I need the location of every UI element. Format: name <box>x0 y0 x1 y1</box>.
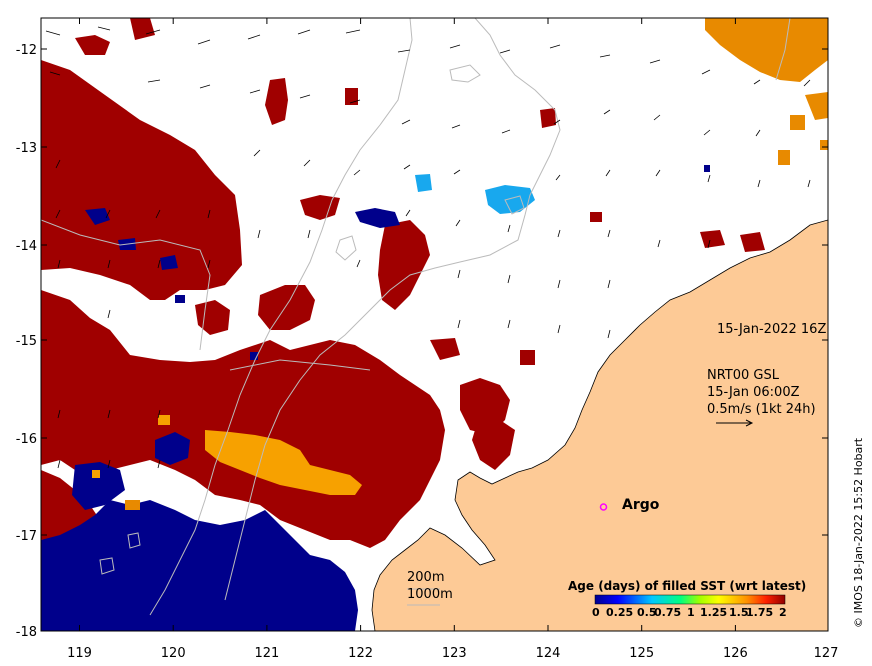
colorbar-tick-0: 0 <box>592 606 600 619</box>
colorbar <box>594 594 786 605</box>
sst-region-light-blue <box>415 174 535 214</box>
colorbar-tick-125: 1.25 <box>700 606 728 619</box>
current-time-label: 15-Jan 06:00Z <box>707 385 800 400</box>
current-title-label: NRT00 GSL <box>707 368 779 383</box>
argo-marker <box>599 503 608 511</box>
land-australia <box>371 219 828 631</box>
x-tick-label: 127 <box>814 646 839 661</box>
colorbar-tick-1: 1 <box>687 606 695 619</box>
colorbar-title: Age (days) of filled SST (wrt latest) <box>568 579 807 593</box>
y-tick-label: -15 <box>16 334 37 349</box>
y-tick-labels: -12 -13 -14 -15 -16 -17 -18 <box>16 43 37 640</box>
x-tick-label: 120 <box>161 646 186 661</box>
x-tick-label: 125 <box>629 646 654 661</box>
colorbar-tick-075: 0.75 <box>654 606 682 619</box>
current-scale-arrow <box>716 419 754 427</box>
sst-region-orange <box>92 415 362 495</box>
isobath-1000-label: 1000m <box>407 587 453 602</box>
timestamp-label: 15-Jan-2022 16Z <box>717 322 827 337</box>
x-tick-label: 124 <box>536 646 561 661</box>
bathymetry-contours <box>41 18 791 616</box>
colorbar-tick-15: 1.5 <box>729 606 749 619</box>
x-tick-label: 121 <box>254 646 279 661</box>
colorbar-tick-2: 2 <box>779 606 787 619</box>
sst-region-dark-orange <box>125 18 828 510</box>
plot-frame <box>40 17 829 632</box>
x-tick-label: 126 <box>723 646 748 661</box>
y-tick-label: -14 <box>16 239 37 254</box>
colorbar-tick-175: 1.75 <box>746 606 774 619</box>
x-tick-label: 119 <box>67 646 92 661</box>
sst-region-dark-blue <box>41 165 710 631</box>
x-tick-label: 122 <box>348 646 373 661</box>
current-scale-label: 0.5m/s (1kt 24h) <box>707 402 816 417</box>
copyright-label: © IMOS 18-Jan-2022 15:52 Hobart <box>852 437 865 628</box>
x-tick-label: 123 <box>442 646 467 661</box>
colorbar-tick-025: 0.25 <box>606 606 634 619</box>
y-tick-label: -17 <box>16 529 37 544</box>
x-tick-labels: 119 120 121 122 123 124 125 126 127 <box>67 646 838 661</box>
isobath-200-label: 200m <box>407 570 445 585</box>
y-tick-label: -12 <box>16 43 37 58</box>
argo-label: Argo <box>622 497 660 513</box>
current-vectors <box>45 26 811 469</box>
colorbar-tick-05: 0.5 <box>637 606 657 619</box>
y-tick-label: -18 <box>16 625 37 640</box>
y-tick-label: -13 <box>16 141 37 156</box>
axis-ticks <box>41 18 829 632</box>
y-tick-label: -16 <box>16 432 37 447</box>
